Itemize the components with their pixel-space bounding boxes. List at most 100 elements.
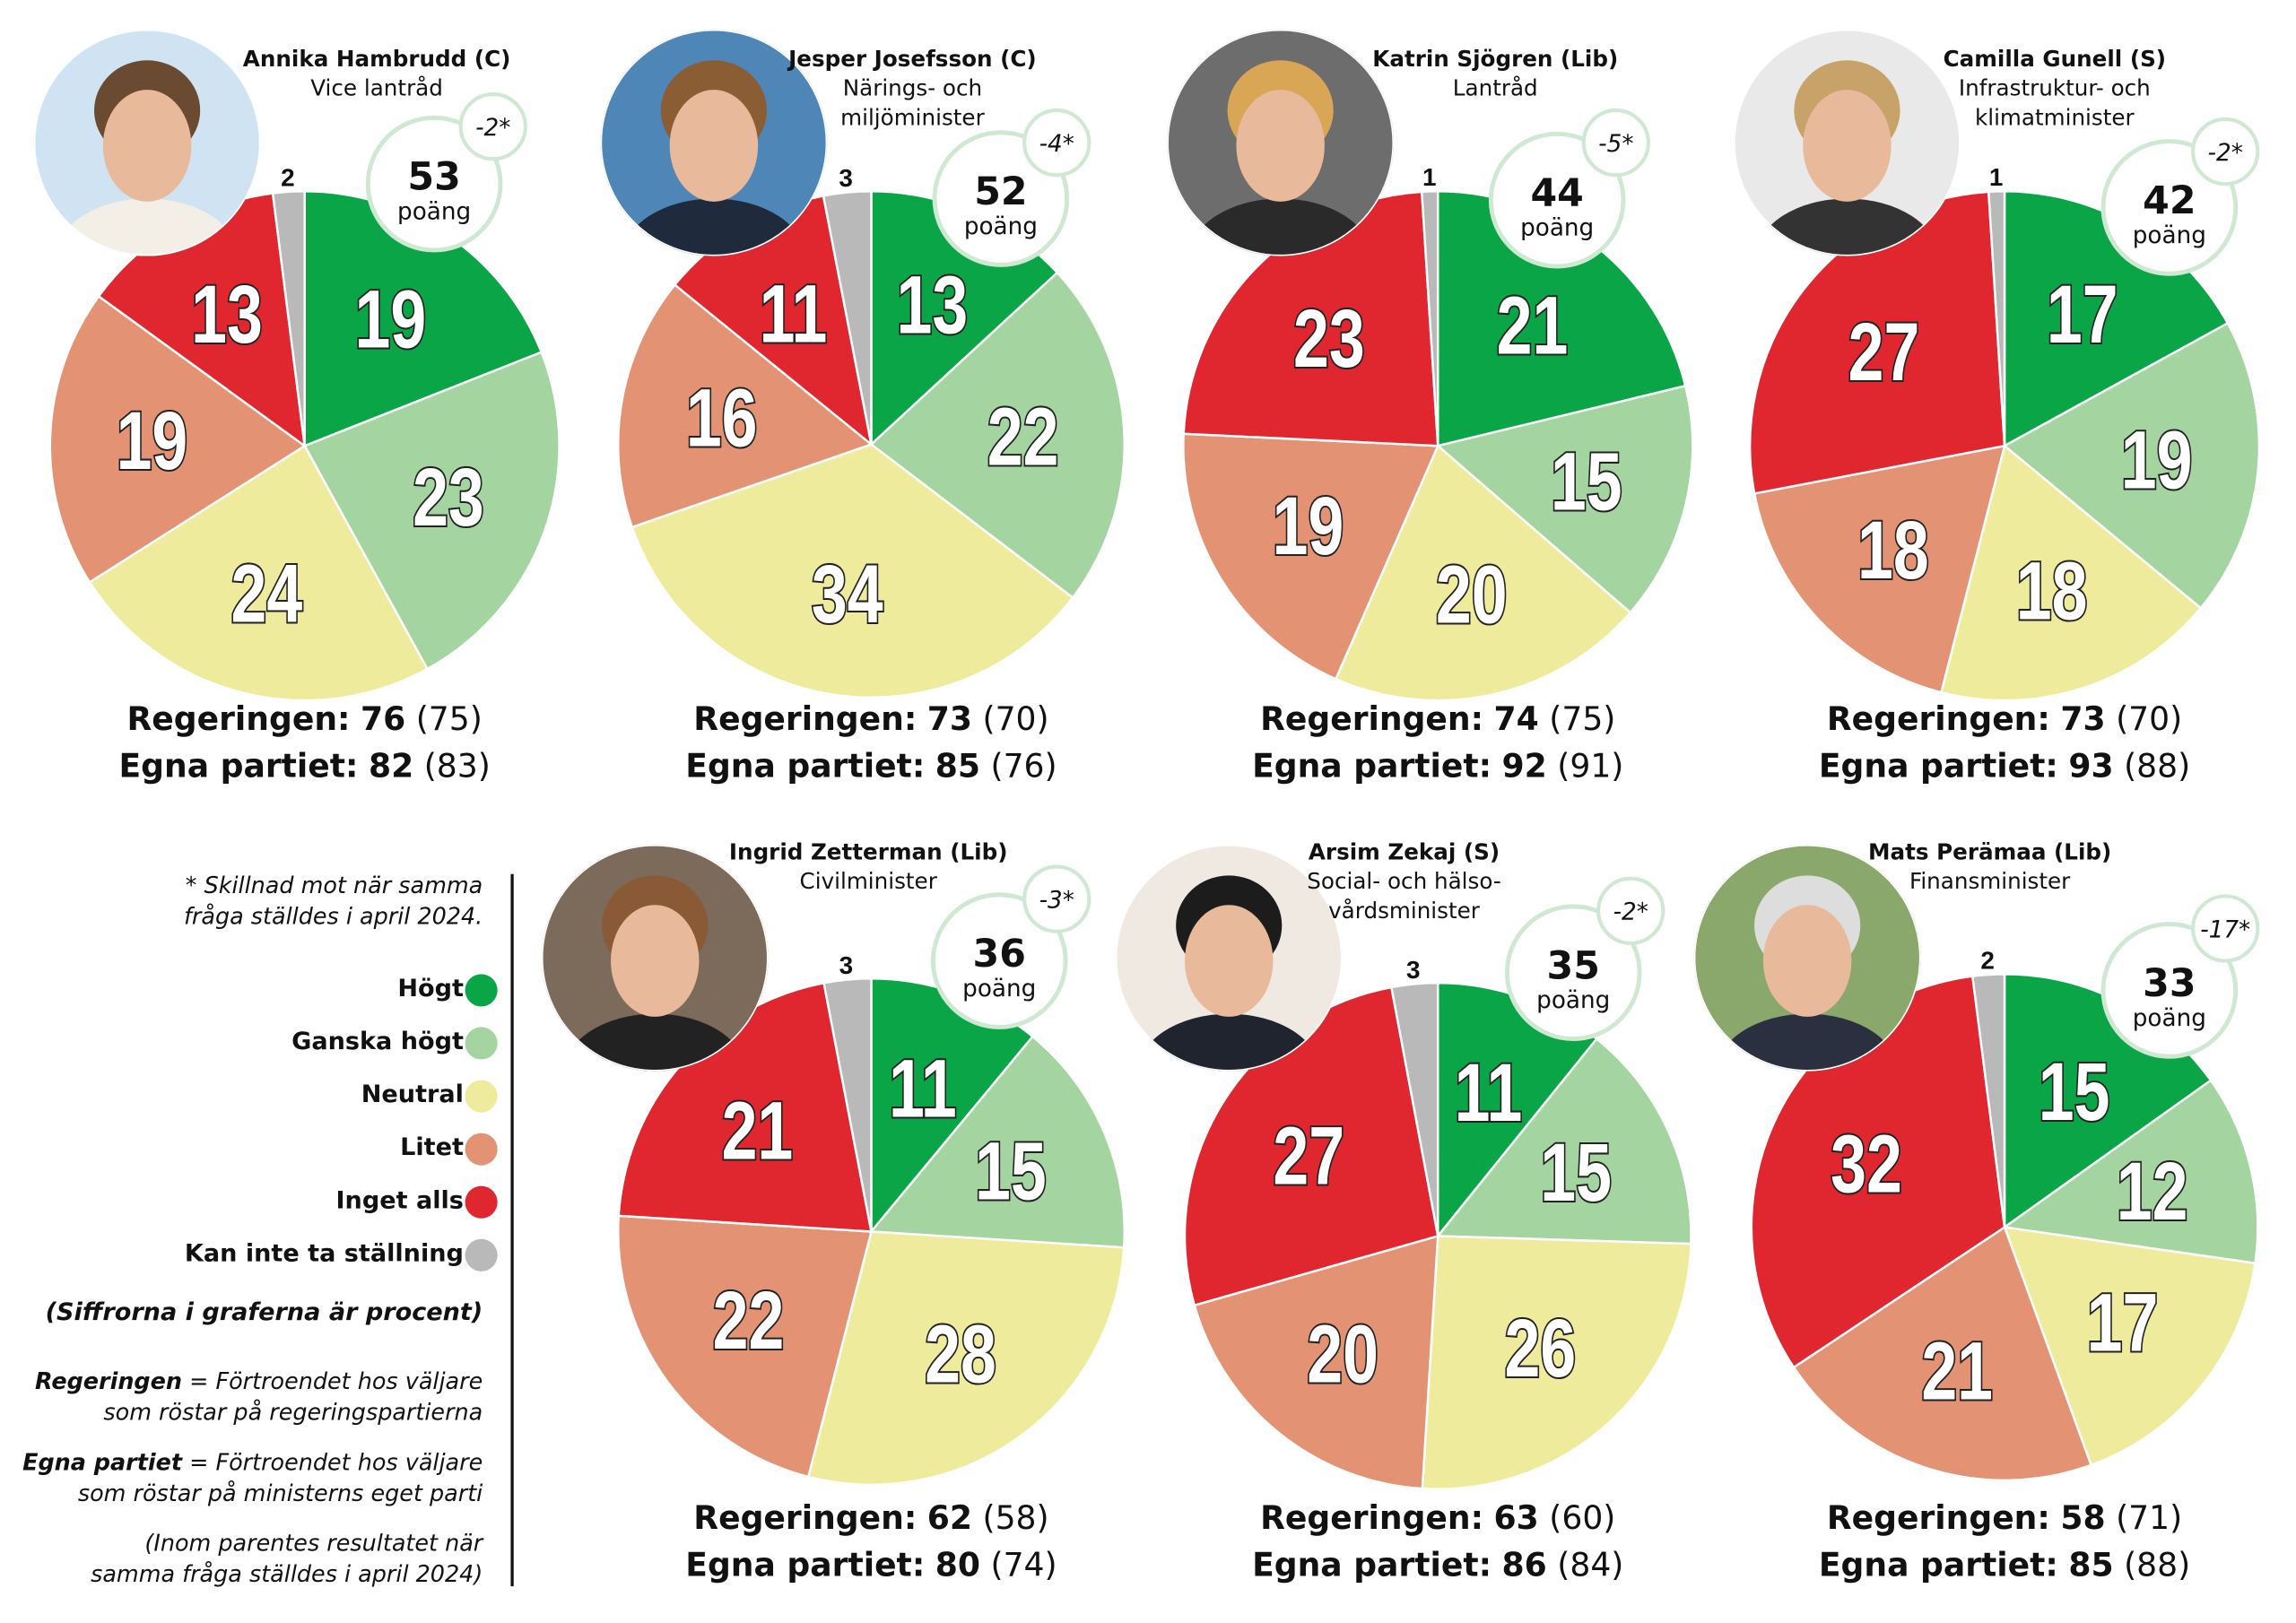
previous-value: (75) <box>1549 701 1616 739</box>
pie-slice-6 <box>1987 190 2006 447</box>
slice-label: 15 <box>1540 1126 1612 1219</box>
legend-swatch <box>465 1238 498 1271</box>
previous-value: (70) <box>982 701 1049 739</box>
person-name: Mats Perämaa (Lib) <box>1867 838 2112 865</box>
person-header: Arsim Zekaj (S) Social- och hälso-vårdsmi… <box>1228 838 1581 925</box>
previous-value: (83) <box>423 749 491 786</box>
delta-value: -2* <box>1613 899 1648 926</box>
value: 93 <box>2068 749 2114 786</box>
legend-swatch <box>465 974 498 1007</box>
result-block: Regeringen: 73 (70) Egna partiet: 85 (76) <box>606 698 1136 792</box>
slice-label: 15 <box>975 1125 1047 1218</box>
slice-label: 22 <box>713 1275 785 1367</box>
pie-slice-3 <box>1421 1235 1692 1490</box>
term: Regeringen <box>35 1368 182 1395</box>
previous-value: (88) <box>2124 749 2191 786</box>
pie-slice-3 <box>88 444 430 702</box>
slice-label: 34 <box>812 548 883 640</box>
slice-label: 18 <box>2016 545 2088 638</box>
result-egna-partiet: Egna partiet: 80 (74) <box>606 1543 1136 1591</box>
person-header: Mats Perämaa (Lib) Finansminister <box>1813 838 2167 897</box>
result-egna-partiet: Egna partiet: 86 (84) <box>1173 1543 1703 1591</box>
pie-slice-5 <box>1183 985 1439 1307</box>
result-regeringen: Regeringen: 73 (70) <box>1740 698 2270 745</box>
footnote-change: * Skillnad mot när samma fråga ställdes … <box>184 871 483 933</box>
slice-label: 21 <box>1921 1325 1993 1418</box>
slice-label: 26 <box>1504 1302 1576 1394</box>
pie-slice-4 <box>1193 1234 1439 1490</box>
label: Egna partiet: <box>1252 749 1492 786</box>
slice-label: 13 <box>191 268 263 360</box>
slice-label: 23 <box>413 452 484 544</box>
legend-label: Högt <box>397 974 464 1002</box>
pie-slice-2 <box>868 1035 1126 1249</box>
result-regeringen: Regeringen: 63 (60) <box>1173 1497 1703 1544</box>
delta-bubble <box>458 91 527 161</box>
previous-value: (75) <box>415 701 483 739</box>
score-unit: poäng <box>397 199 471 226</box>
delta-bubble <box>2191 894 2260 963</box>
value: 58 <box>2060 1500 2106 1538</box>
label: Regeringen: <box>693 1500 918 1538</box>
previous-value: (91) <box>1557 749 1624 786</box>
person-role: klimatminister <box>1974 104 2135 132</box>
pie-slice-4 <box>616 282 874 529</box>
person-role: Vice lantråd <box>310 74 443 102</box>
slice-label: 19 <box>117 395 188 488</box>
previous-value: (74) <box>990 1548 1057 1585</box>
slice-label: 17 <box>2087 1277 2159 1369</box>
divider <box>510 873 514 1586</box>
score-bubble <box>2100 922 2239 1059</box>
delta-bubble <box>2191 117 2260 187</box>
slice-label: 22 <box>987 391 1059 483</box>
label: Egna partiet: <box>1818 749 2058 786</box>
slice-label: 19 <box>2121 414 2193 507</box>
value: 80 <box>935 1548 981 1585</box>
pie-slice-3 <box>1334 444 1632 702</box>
person-role: vårdsminister <box>1328 898 1480 924</box>
label: Regeringen: <box>1826 1500 2050 1538</box>
delta-bubble <box>1022 864 1091 933</box>
legend-label: Inget alls <box>335 1185 464 1214</box>
definition-text: som röstar på ministerns eget parti <box>77 1480 483 1507</box>
footnote-line: fråga ställdes i april 2024. <box>183 903 483 931</box>
delta-value: -17* <box>2200 916 2250 943</box>
person-name: Ingrid Zetterman (Lib) <box>728 838 1008 865</box>
person-role: Infrastruktur- och <box>1958 74 2151 102</box>
score-value: 52 <box>974 169 1027 214</box>
previous-value: (84) <box>1557 1548 1624 1585</box>
person-name: Arsim Zekaj (S) <box>1308 838 1500 865</box>
score-unit: poäng <box>1520 215 1594 242</box>
legend-swatch <box>465 1027 498 1060</box>
slice-label-small: 1 <box>1422 163 1437 191</box>
pie-slice-6 <box>1389 981 1439 1237</box>
slice-label: 28 <box>925 1308 996 1401</box>
delta-bubble <box>1596 876 1665 945</box>
score-bubble <box>1488 131 1626 269</box>
slice-label-small: 2 <box>281 163 295 191</box>
result-regeringen: Regeringen: 73 (70) <box>606 698 1136 745</box>
result-block: Regeringen: 76 (75) Egna partiet: 82 (83) <box>39 698 570 792</box>
result-block: Regeringen: 63 (60) Egna partiet: 86 (84) <box>1173 1497 1703 1591</box>
result-block: Regeringen: 58 (71) Egna partiet: 85 (88) <box>1740 1497 2270 1591</box>
score-bubble <box>1504 904 1642 1042</box>
slice-label: 15 <box>2039 1046 2110 1139</box>
pie-slice-4 <box>1182 432 1440 681</box>
previous-value: (60) <box>1549 1500 1616 1538</box>
person-role: Civilminister <box>799 868 937 895</box>
person-role: Närings- och <box>842 74 983 102</box>
result-regeringen: Regeringen: 58 (71) <box>1740 1497 2270 1544</box>
person-role: Lantråd <box>1452 74 1538 102</box>
slice-label: 21 <box>722 1085 794 1177</box>
pie-slice-2 <box>869 271 1126 600</box>
delta-bubble <box>1581 108 1650 178</box>
person-role: Finansminister <box>1909 868 2071 895</box>
value: 74 <box>1493 701 1539 739</box>
pie-slice-6 <box>822 977 873 1232</box>
portrait-photo <box>1115 844 1343 1072</box>
delta-value: -4* <box>1039 131 1074 158</box>
